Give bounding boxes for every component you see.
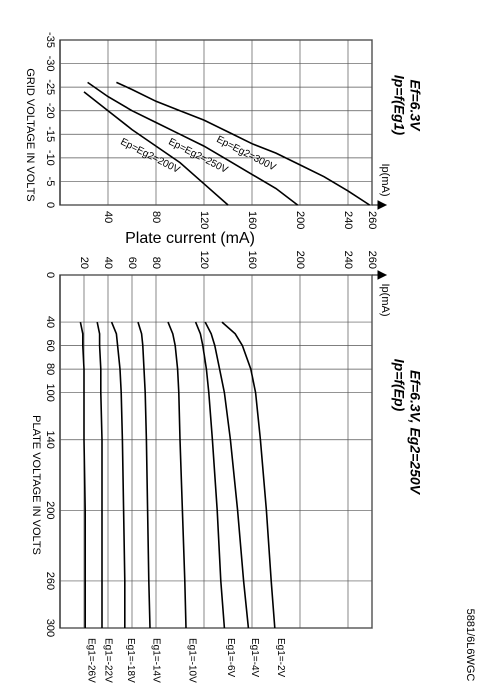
- chart-subtitle: Ef=6.3V: [407, 80, 423, 133]
- y-tick-label: -30: [44, 56, 56, 72]
- y-tick-label: -35: [44, 32, 56, 48]
- x-tick-label: 40: [102, 211, 114, 223]
- series-label: Eg1=-10V: [186, 638, 197, 683]
- curve: [87, 81, 299, 206]
- series-label: Eg1=-18V: [125, 638, 136, 683]
- x-tick-label: 240: [342, 251, 354, 269]
- y-tick-label: 40: [44, 316, 56, 328]
- curve: [194, 321, 226, 629]
- x-tick-label: 120: [198, 251, 210, 269]
- y-tick-label: -25: [44, 79, 56, 95]
- series-label: Eg1=-2V: [275, 638, 286, 678]
- y-axis-label: PLATE VOLTAGE IN VOLTS: [30, 415, 42, 555]
- axis-tag: Ip(mA): [379, 284, 391, 317]
- series-label: Eg1=-4V: [249, 638, 260, 678]
- axis-arrow: [372, 200, 388, 210]
- series-label: Eg1=-26V: [86, 638, 97, 683]
- y-tick-label: -10: [44, 150, 56, 166]
- chart-title: Ip=f(Eg1): [391, 75, 407, 136]
- x-tick-label: 60: [126, 257, 138, 269]
- curve: [221, 321, 276, 629]
- y-tick-label: 100: [44, 383, 56, 401]
- series-label: Eg1=-14V: [150, 638, 161, 683]
- y-tick-label: 0: [44, 202, 56, 208]
- y-tick-label: 80: [44, 363, 56, 375]
- chart-subtitle: Ef=6.3V, Eg2=250V: [407, 370, 423, 496]
- curve: [116, 81, 371, 206]
- y-tick-label: 140: [44, 431, 56, 449]
- curve: [83, 91, 229, 206]
- chart-title: Ip=f(Ep): [391, 359, 407, 412]
- curve: [110, 321, 126, 628]
- y-tick-label: -20: [44, 103, 56, 119]
- x-tick-label: 20: [78, 257, 90, 269]
- x-tick-label: 80: [150, 257, 162, 269]
- y-tick-label: -5: [44, 177, 56, 187]
- x-tick-label: 240: [342, 211, 354, 229]
- x-tick-label: 200: [294, 251, 306, 269]
- x-tick-label: 160: [246, 251, 258, 269]
- x-tick-label: 260: [366, 251, 378, 269]
- curve: [167, 321, 187, 629]
- curve: [137, 321, 151, 629]
- axis-arrow: [372, 270, 388, 280]
- curve: [79, 321, 86, 628]
- curve: [204, 321, 250, 629]
- x-tick-label: 40: [102, 257, 114, 269]
- y-tick-label: 260: [44, 572, 56, 590]
- x-tick-label: 80: [150, 211, 162, 223]
- y-tick-label: -15: [44, 126, 56, 142]
- x-tick-label: 120: [198, 211, 210, 229]
- curve: [96, 321, 103, 628]
- series-label: Eg1=-6V: [225, 638, 236, 678]
- y-tick-label: 200: [44, 501, 56, 519]
- x-tick-label: 260: [366, 211, 378, 229]
- series-label: Eg1=-22V: [102, 638, 113, 683]
- y-tick-label: 0: [44, 272, 56, 278]
- x-tick-label: 200: [294, 211, 306, 229]
- y-tick-label: 60: [44, 339, 56, 351]
- x-tick-label: 160: [246, 211, 258, 229]
- footer: 5881/6L6WGC: [464, 609, 476, 682]
- x-axis-label: Plate current (mA): [125, 230, 255, 247]
- y-axis-label: GRID VOLTAGE IN VOLTS: [24, 68, 36, 201]
- y-tick-label: 300: [44, 619, 56, 637]
- axis-tag: Ip(mA): [379, 164, 391, 197]
